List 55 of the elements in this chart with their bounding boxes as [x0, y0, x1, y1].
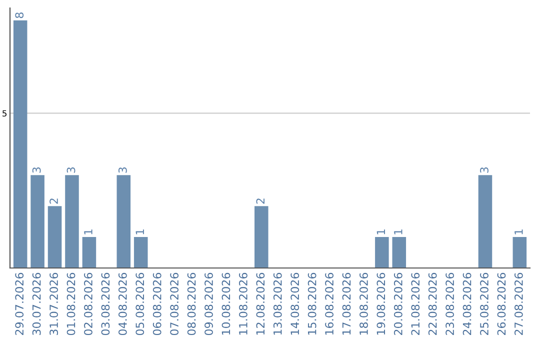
x-tick-label: 29.07.2026	[15, 272, 24, 335]
x-tick-label: 04.08.2026	[118, 272, 127, 336]
bar	[254, 206, 268, 268]
x-tick-label: 03.08.2026	[101, 272, 110, 336]
x-tick-label: 02.08.2026	[84, 272, 92, 336]
x-tick-label: 11.08.2026	[238, 272, 248, 335]
bar	[116, 175, 131, 268]
data-label: 2	[256, 198, 264, 204]
x-tick-label: 17.08.2026	[342, 272, 351, 335]
data-label: 2	[50, 198, 58, 204]
bar	[478, 175, 492, 268]
x-tick-label: 10.08.2026	[222, 272, 230, 335]
x-tick-label: 05.08.2026	[136, 272, 144, 336]
bar	[30, 175, 44, 268]
x-tick-label: 06.08.2026	[152, 272, 162, 336]
x-tick-label: 07.08.2026	[170, 272, 179, 336]
bar	[375, 237, 389, 268]
x-tick-label: 15.08.2026	[308, 272, 316, 335]
data-label: 3	[480, 167, 488, 173]
bar	[65, 175, 79, 268]
x-tick-label: 30.07.2026	[32, 272, 41, 335]
x-tick-label: 19.08.2026	[376, 272, 386, 335]
data-label: 1	[394, 229, 402, 234]
bar	[82, 237, 96, 268]
data-label: 3	[32, 167, 41, 173]
data-label: 3	[118, 167, 127, 173]
y-tick-label: 5	[2, 110, 6, 117]
x-tick-label: 20.08.2026	[394, 272, 402, 335]
x-tick-label: 26.08.2026	[497, 272, 506, 335]
x-tick-label: 18.08.2026	[360, 272, 368, 335]
x-tick-label: 25.08.2026	[480, 272, 488, 335]
x-tick-label: 31.07.2026	[50, 272, 58, 335]
x-tick-label: 14.08.2026	[290, 272, 300, 335]
x-tick-label: 23.08.2026	[446, 272, 454, 335]
bar	[13, 20, 28, 268]
x-tick-label: 21.08.2026	[411, 272, 420, 335]
x-tick-label: 24.08.2026	[462, 272, 472, 335]
x-tick-label: 09.08.2026	[204, 272, 213, 336]
data-label: 1	[84, 229, 92, 234]
data-label: 3	[66, 167, 76, 173]
x-tick-label: 01.08.2026	[66, 272, 76, 336]
x-tick-label: 12.08.2026	[256, 272, 265, 335]
x-tick-label: 08.08.2026	[187, 272, 196, 336]
x-tick-label: 16.08.2026	[325, 272, 334, 335]
bar	[134, 237, 148, 268]
bar	[512, 237, 527, 268]
bar	[392, 237, 406, 268]
x-tick-label: 22.08.2026	[428, 272, 437, 335]
data-label: 1	[376, 229, 385, 234]
x-tick-label: 13.08.2026	[273, 272, 282, 335]
data-label: 8	[15, 12, 24, 18]
bar	[48, 206, 62, 268]
x-tick-label: 27.08.2026	[514, 272, 523, 335]
data-label: 1	[136, 229, 144, 234]
data-label: 1	[514, 229, 523, 234]
